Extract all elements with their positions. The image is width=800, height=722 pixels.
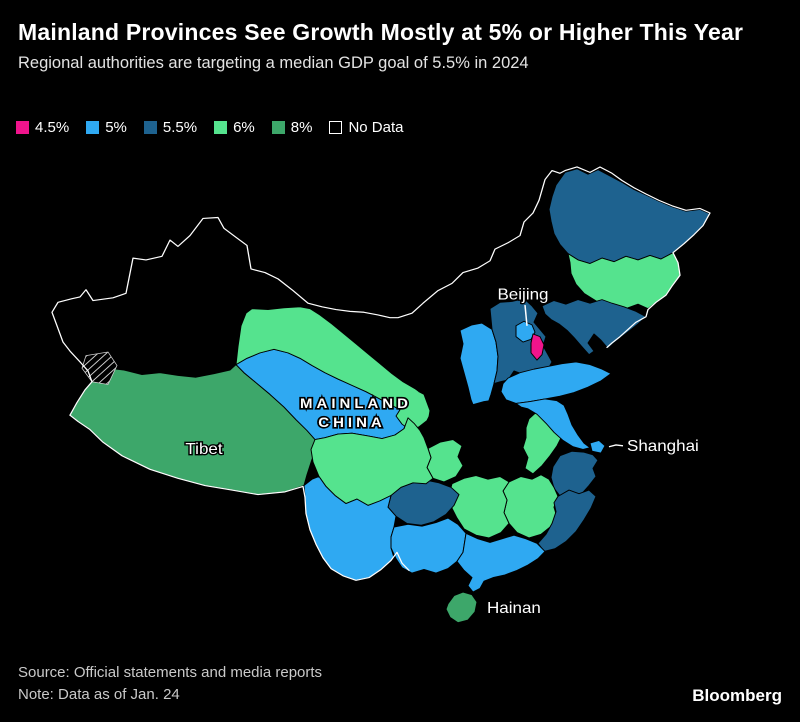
footer: Source: Official statements and media re… [18,662,322,706]
national-border-south [69,414,410,581]
province-tianjin[interactable] [530,333,545,361]
source-note: Source: Official statements and media re… [18,664,323,681]
legend-swatch-8pct [271,121,285,134]
chart-title: Mainland Provinces See Growth Mostly at … [18,19,744,45]
legend-label-no-data: No Data [348,119,404,136]
province-zhejiang[interactable] [550,450,599,502]
chart-header: Mainland Provinces See Growth Mostly at … [18,18,766,73]
province-fujian[interactable] [537,489,597,552]
data-note: Note: Data as of Jan. 24 [18,686,180,703]
province-shandong[interactable] [500,361,612,404]
province-guangxi[interactable] [390,517,467,574]
province-hunan[interactable] [448,475,510,539]
province-liaoning[interactable] [541,299,647,356]
legend-item-8pct: 8% [271,119,313,136]
legend-swatch-no-data [329,121,343,134]
bloomberg-logo: Bloomberg [692,686,782,705]
province-jiangsu[interactable] [515,398,591,450]
legend-item-6pct: 6% [214,119,255,136]
legend-item-no-data: No Data [329,119,404,136]
legend-label-6pct: 6% [233,119,255,136]
province-shanghai[interactable] [589,439,606,454]
province-chongqing[interactable] [426,439,464,483]
legend: 4.5% 5% 5.5% 6% 8% No Data [16,119,404,136]
legend-swatch-6pct [214,121,228,134]
disputed-area-hatch [81,351,118,385]
beijing-label: Beijing [497,286,548,303]
province-xinjiang[interactable] [51,217,252,382]
legend-label-5pct: 5% [105,119,127,136]
national-border-north [51,166,711,416]
province-heilongjiang[interactable] [548,168,711,264]
province-henan[interactable] [465,399,530,447]
hainan-label: Hainan [487,600,541,617]
legend-swatch-5-5pct [143,121,157,134]
tibet-label: Tibet [185,441,223,458]
legend-swatch-4-5pct [16,121,29,134]
province-guangdong[interactable] [456,532,546,593]
mainland-china-label-line2: CHINA [318,416,385,431]
legend-label-5-5pct: 5.5% [162,119,198,136]
province-hainan[interactable] [445,591,478,624]
legend-item-4-5pct: 4.5% [16,119,69,136]
province-shanxi[interactable] [459,322,499,410]
legend-label-8pct: 8% [290,119,313,136]
legend-label-4-5pct: 4.5% [35,119,70,136]
chart-subtitle: Regional authorities are targeting a med… [18,54,529,72]
shanghai-callout-line [608,444,624,448]
mainland-china-label-line1: MAINLAND [300,397,412,412]
legend-swatch-5pct [86,121,100,134]
legend-item-5-5pct: 5.5% [143,119,198,136]
legend-item-5pct: 5% [86,119,127,136]
beijing-callout-line [524,304,528,326]
shanghai-label: Shanghai [627,438,699,455]
